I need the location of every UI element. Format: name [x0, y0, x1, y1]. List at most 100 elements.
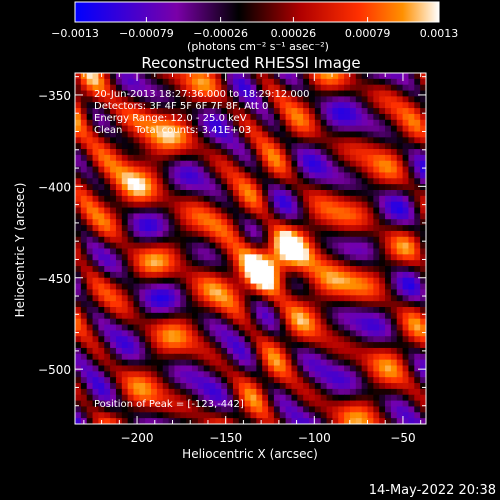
heatmap-cell	[203, 143, 211, 150]
heatmap-cell	[104, 271, 111, 279]
heatmap-cell	[262, 96, 269, 103]
heatmap-cell	[338, 137, 345, 144]
heatmap-cell	[303, 330, 310, 337]
heatmap-cell	[110, 178, 117, 185]
heatmap-cell	[156, 184, 164, 191]
heatmap-cell	[326, 289, 333, 296]
heatmap-cell	[268, 377, 275, 384]
heatmap-cell	[115, 201, 123, 209]
heatmap-cell	[344, 295, 351, 302]
heatmap-cell	[215, 383, 222, 390]
heatmap-cell	[314, 330, 322, 337]
heatmap-cell	[291, 271, 298, 279]
heatmap-cell	[238, 336, 246, 343]
heatmap-cell	[256, 166, 263, 174]
heatmap-cell	[379, 102, 386, 109]
heatmap-cell	[396, 377, 404, 384]
heatmap-cell	[215, 324, 222, 331]
heatmap-cell	[262, 307, 269, 314]
heatmap-cell	[121, 96, 129, 103]
heatmap-cell	[110, 383, 117, 390]
heatmap-cell	[244, 166, 252, 174]
heatmap-cell	[209, 371, 216, 378]
heatmap-cell	[268, 125, 275, 133]
heatmap-cell	[309, 172, 316, 179]
heatmap-cell	[215, 406, 222, 413]
heatmap-cell	[92, 113, 99, 121]
heatmap-cell	[250, 154, 257, 162]
heatmap-cell	[367, 213, 374, 220]
heatmap-cell	[297, 260, 304, 267]
heatmap-cell	[174, 377, 181, 384]
heatmap-cell	[75, 254, 82, 261]
heatmap-cell	[145, 394, 152, 402]
heatmap-cell	[268, 96, 275, 103]
heatmap-cell	[92, 312, 99, 320]
heatmap-cell	[402, 90, 410, 97]
heatmap-cell	[273, 330, 281, 337]
heatmap-cell	[373, 242, 380, 250]
heatmap-cell	[115, 289, 123, 296]
heatmap-cell	[209, 219, 216, 226]
heatmap-cell	[320, 365, 328, 372]
heatmap-cell	[98, 295, 105, 302]
heatmap-cell	[297, 388, 304, 396]
heatmap-cell	[98, 90, 105, 97]
heatmap-cell	[238, 195, 246, 203]
heatmap-cell	[420, 96, 426, 103]
heatmap-cell	[92, 353, 99, 361]
heatmap-cell	[180, 394, 187, 402]
heatmap-cell	[379, 365, 386, 372]
heatmap-cell	[250, 318, 257, 326]
heatmap-cell	[256, 125, 263, 133]
heatmap-cell	[80, 289, 88, 296]
heatmap-cell	[110, 90, 117, 97]
heatmap-cell	[344, 113, 351, 121]
heatmap-cell	[156, 207, 164, 214]
heatmap-cell	[238, 418, 246, 424]
heatmap-cell	[344, 418, 351, 424]
heatmap-cell	[414, 184, 421, 191]
heatmap-cell	[227, 406, 234, 413]
heatmap-cell	[127, 324, 135, 331]
heatmap-cell	[121, 172, 129, 179]
heatmap-cell	[110, 318, 117, 326]
heatmap-cell	[227, 90, 234, 97]
heatmap-cell	[285, 336, 293, 343]
heatmap-cell	[203, 119, 211, 127]
heatmap-cell	[104, 283, 111, 291]
heatmap-cell	[203, 271, 211, 279]
heatmap-cell	[186, 84, 193, 92]
heatmap-cell	[250, 295, 257, 302]
heatmap-cell	[186, 418, 193, 424]
heatmap-cell	[121, 312, 129, 320]
heatmap-cell	[320, 388, 328, 396]
heatmap-cell	[227, 260, 234, 267]
heatmap-cell	[203, 172, 211, 179]
heatmap-cell	[104, 301, 111, 308]
heatmap-cell	[262, 254, 269, 261]
heatmap-cell	[121, 377, 129, 384]
heatmap-cell	[110, 225, 117, 232]
heatmap-cell	[238, 242, 246, 250]
heatmap-cell	[396, 248, 404, 255]
heatmap-cell	[361, 377, 369, 384]
heatmap-cell	[168, 149, 176, 156]
heatmap-cell	[121, 260, 129, 267]
heatmap-cell	[104, 207, 111, 214]
x-axis-ticks: −200 −150 −100 −50	[83, 73, 422, 445]
heatmap-cell	[344, 184, 351, 191]
heatmap-cell	[180, 219, 187, 226]
heatmap-cell	[379, 412, 386, 419]
heatmap-cell	[273, 113, 281, 121]
annotation-energy-range: Energy Range: 12.0 - 25.0 keV	[94, 113, 247, 124]
heatmap-cell	[110, 84, 117, 92]
colorbar-tick-label: 0.00079	[345, 27, 391, 40]
heatmap-cell	[355, 336, 363, 343]
heatmap-cell	[256, 207, 263, 214]
heatmap-cell	[385, 78, 392, 86]
heatmap-cell	[349, 254, 357, 261]
heatmap-cell	[291, 219, 298, 226]
heatmap-cell	[262, 219, 269, 226]
heatmap-cell	[192, 102, 199, 109]
